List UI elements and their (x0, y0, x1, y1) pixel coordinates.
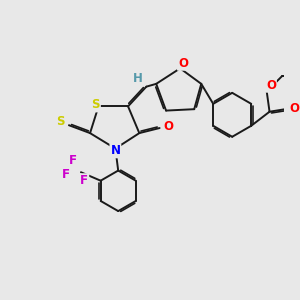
Text: F: F (62, 168, 70, 181)
Text: S: S (92, 98, 100, 112)
Text: O: O (178, 57, 188, 70)
Text: N: N (110, 144, 120, 157)
Text: H: H (133, 72, 143, 85)
Text: O: O (266, 79, 276, 92)
Text: O: O (290, 102, 300, 116)
Text: F: F (80, 174, 88, 187)
Text: F: F (68, 154, 76, 167)
Text: O: O (163, 120, 173, 133)
Text: S: S (56, 115, 64, 128)
